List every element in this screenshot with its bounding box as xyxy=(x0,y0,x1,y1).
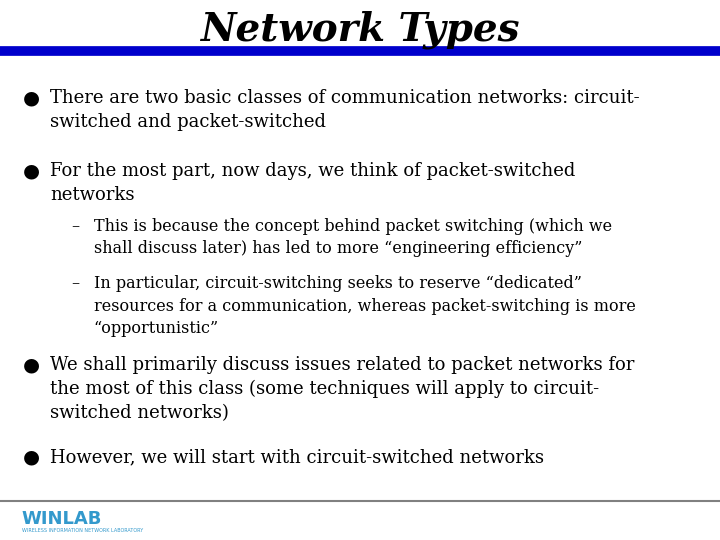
Text: WIRELESS INFORMATION NETWORK LABORATORY: WIRELESS INFORMATION NETWORK LABORATORY xyxy=(22,528,143,533)
Text: We shall primarily discuss issues related to packet networks for
the most of thi: We shall primarily discuss issues relate… xyxy=(50,356,635,422)
Text: –: – xyxy=(71,275,79,292)
Text: ●: ● xyxy=(23,162,40,180)
Text: ●: ● xyxy=(23,89,40,107)
Text: There are two basic classes of communication networks: circuit-
switched and pac: There are two basic classes of communica… xyxy=(50,89,640,131)
Text: Network Types: Network Types xyxy=(200,10,520,49)
Text: However, we will start with circuit-switched networks: However, we will start with circuit-swit… xyxy=(50,448,544,466)
Text: For the most part, now days, we think of packet-switched
networks: For the most part, now days, we think of… xyxy=(50,162,576,204)
Text: ●: ● xyxy=(23,356,40,374)
Text: –: – xyxy=(71,218,79,234)
Text: This is because the concept behind packet switching (which we
shall discuss late: This is because the concept behind packe… xyxy=(94,218,612,257)
Text: In particular, circuit-switching seeks to reserve “dedicated”
resources for a co: In particular, circuit-switching seeks t… xyxy=(94,275,636,337)
Text: ●: ● xyxy=(23,448,40,466)
Text: WINLAB: WINLAB xyxy=(22,510,102,529)
